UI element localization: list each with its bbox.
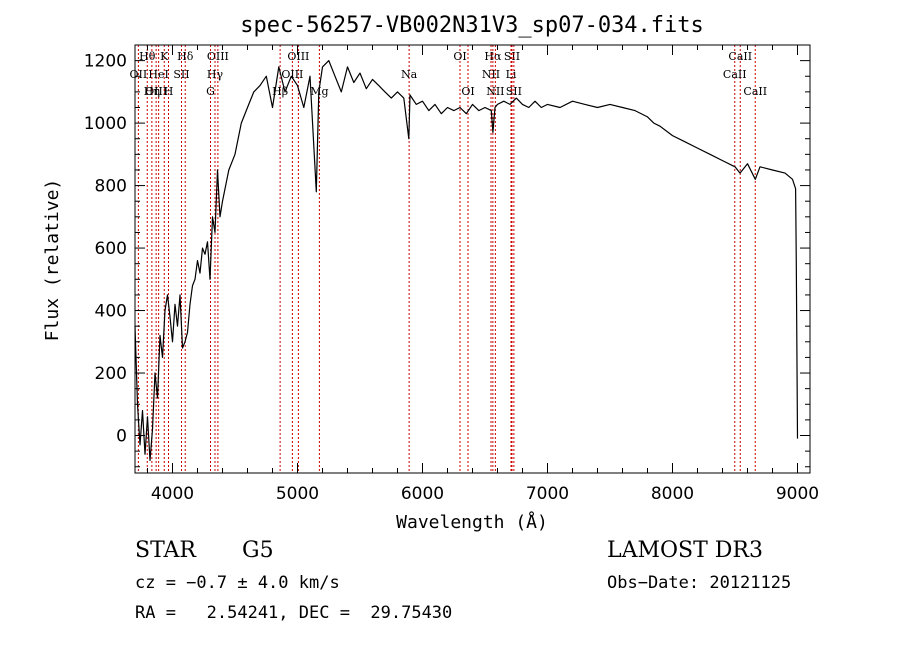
obs-date: Obs−Date: 20121125 bbox=[607, 573, 792, 593]
line-marker-label: OII bbox=[130, 68, 148, 81]
line-marker-label: HeI bbox=[148, 68, 168, 81]
line-marker-label: SII bbox=[504, 50, 520, 63]
x-tick-label: 7000 bbox=[526, 484, 569, 504]
line-marker-label: CaII bbox=[743, 85, 767, 98]
line-marker-label: CaII bbox=[723, 68, 747, 81]
line-marker-label: NII bbox=[482, 68, 500, 81]
coordinates: RA = 2.54241, DEC = 29.75430 bbox=[135, 603, 453, 623]
line-marker-label: OIII bbox=[145, 85, 167, 98]
chart-title: spec-56257-VB002N31V3_sp07-034.fits bbox=[240, 13, 704, 38]
object-class: STAR bbox=[135, 538, 196, 563]
x-tick-label: 9000 bbox=[776, 484, 819, 504]
line-marker-label: G bbox=[206, 85, 215, 98]
line-marker-label: K bbox=[160, 50, 169, 63]
line-marker-label: OIII bbox=[207, 50, 229, 63]
y-tick-label: 0 bbox=[116, 427, 127, 447]
line-marker-label: Hγ bbox=[207, 68, 224, 81]
spectrum-line bbox=[134, 59, 799, 462]
y-axis-label: Flux (relative) bbox=[42, 179, 63, 342]
y-tick-label: 1000 bbox=[84, 114, 127, 134]
line-marker-label: SII bbox=[506, 85, 522, 98]
y-tick-label: 800 bbox=[95, 177, 127, 197]
y-tick-label: 600 bbox=[95, 239, 127, 259]
y-tick-label: 1200 bbox=[84, 52, 127, 72]
line-marker-label: Hδ bbox=[177, 50, 194, 63]
survey-label: LAMOST DR3 bbox=[607, 538, 763, 563]
x-axis-label: Wavelength (Å) bbox=[396, 511, 548, 533]
line-marker-label: SII bbox=[173, 68, 189, 81]
line-marker-label: OI bbox=[453, 50, 466, 63]
x-tick-label: 6000 bbox=[401, 484, 444, 504]
x-tick-label: 5000 bbox=[276, 484, 319, 504]
plot-frame bbox=[134, 44, 811, 474]
line-marker-label: Hη bbox=[144, 85, 160, 98]
line-marker-label: OI bbox=[461, 85, 474, 98]
line-marker-label: OIII bbox=[287, 50, 309, 63]
line-marker-label: NII bbox=[486, 85, 504, 98]
x-tick-label: 4000 bbox=[151, 484, 194, 504]
line-marker-label: OIII bbox=[281, 68, 303, 81]
spectral-subclass: G5 bbox=[242, 538, 274, 563]
line-marker-label: CaII bbox=[728, 50, 752, 63]
line-marker-label: H bbox=[164, 85, 174, 98]
line-marker-label: Hα bbox=[484, 50, 502, 63]
x-tick-label: 8000 bbox=[651, 484, 694, 504]
y-tick-label: 200 bbox=[95, 364, 127, 384]
line-marker-label: Li bbox=[506, 68, 517, 81]
redshift-readout: cz = −0.7 ± 4.0 km/s bbox=[135, 573, 340, 593]
line-marker-label: Na bbox=[401, 68, 418, 81]
y-tick-label: 400 bbox=[95, 302, 127, 322]
